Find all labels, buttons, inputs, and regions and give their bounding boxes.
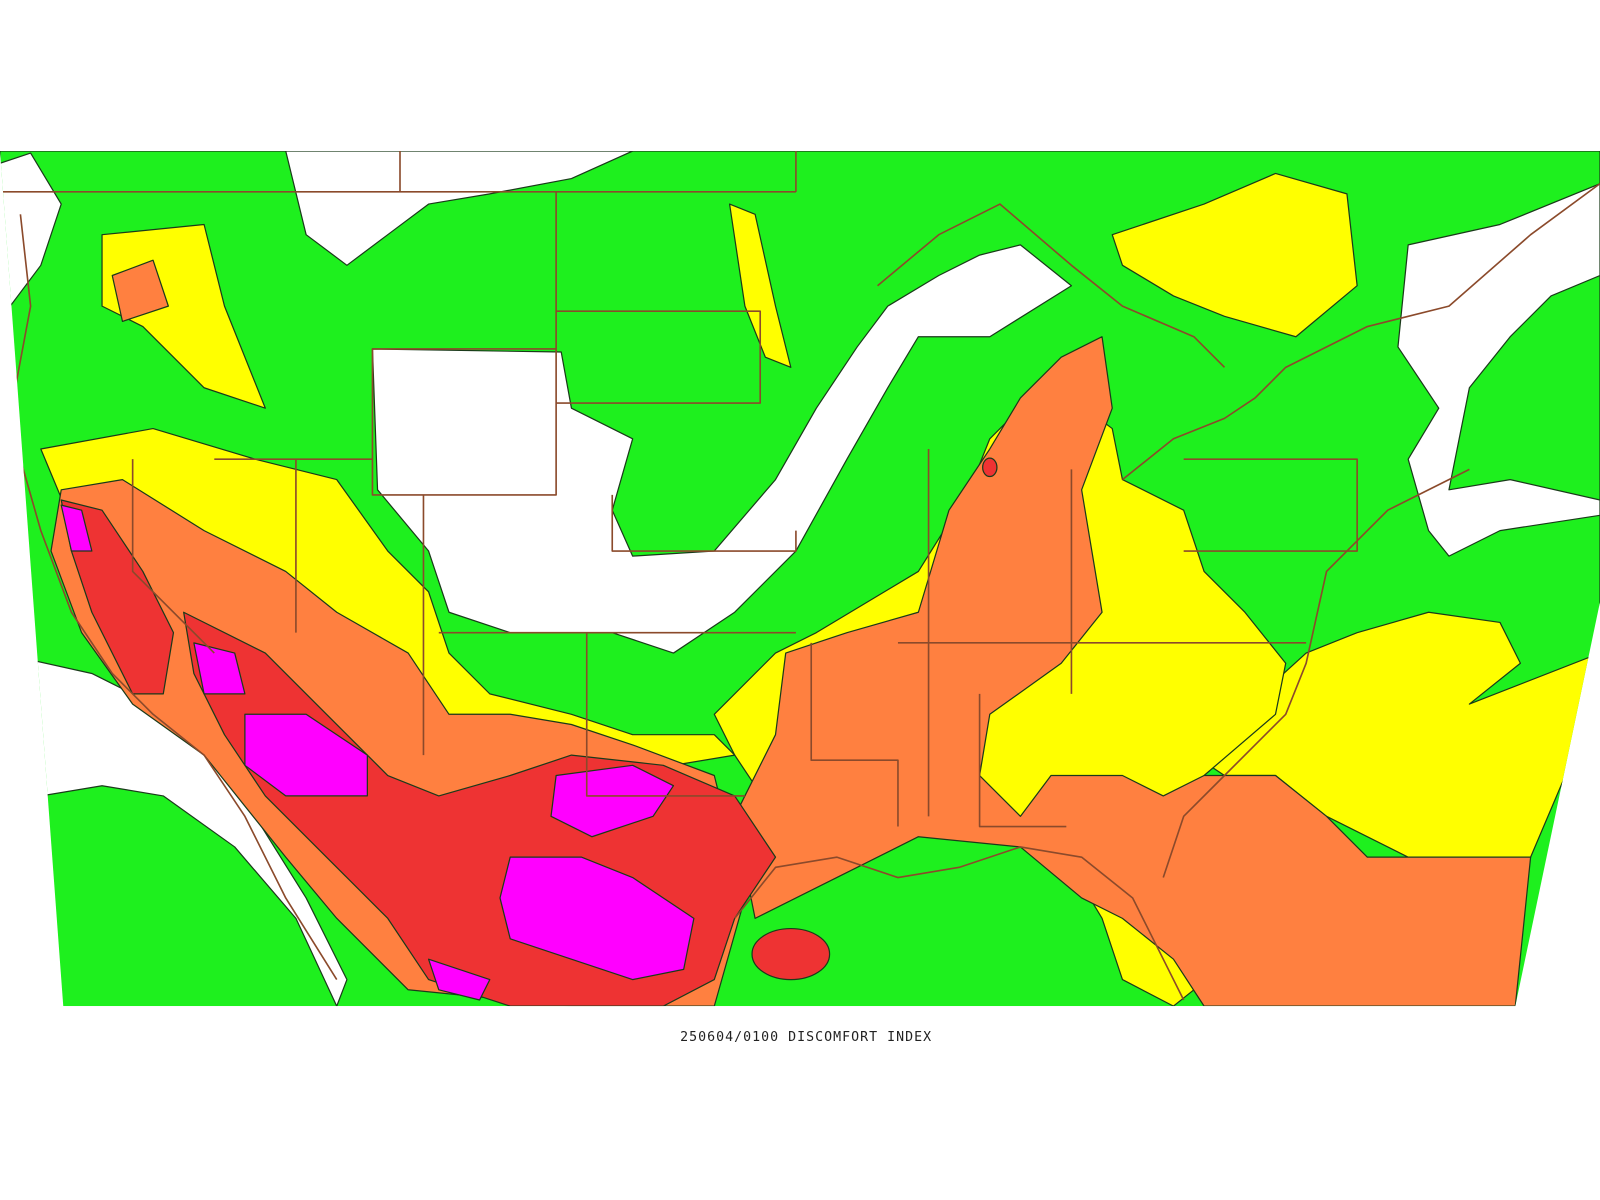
caption: 250604/0100 DISCOMFORT INDEX xyxy=(680,1030,932,1045)
shoreline xyxy=(877,203,1226,368)
zone-magenta xyxy=(60,504,93,552)
zone-yellow xyxy=(728,203,792,368)
map-area xyxy=(0,151,1600,1007)
zone-magenta xyxy=(499,856,695,981)
state-line xyxy=(556,310,762,404)
zone-red xyxy=(751,927,831,981)
zone-red xyxy=(982,457,998,478)
zone-yellow xyxy=(1111,172,1358,338)
zone-white xyxy=(285,151,634,266)
zone-orange xyxy=(734,336,1532,1007)
shoreline xyxy=(1121,183,1600,481)
state-line xyxy=(978,693,1067,828)
state-line xyxy=(371,191,557,496)
zone-magenta xyxy=(550,764,675,838)
coastline xyxy=(734,846,1185,1001)
state-line xyxy=(810,642,899,827)
zone-orange xyxy=(111,259,169,323)
state-line xyxy=(611,494,797,552)
state-line xyxy=(131,459,215,654)
state-line xyxy=(1183,458,1358,552)
zone-magenta xyxy=(193,642,246,695)
coastline xyxy=(1162,468,1470,878)
zone-magenta xyxy=(244,713,368,797)
state-line xyxy=(585,632,745,797)
zone-white xyxy=(1397,183,1600,557)
coastline xyxy=(14,214,338,981)
zone-magenta xyxy=(427,958,491,1001)
